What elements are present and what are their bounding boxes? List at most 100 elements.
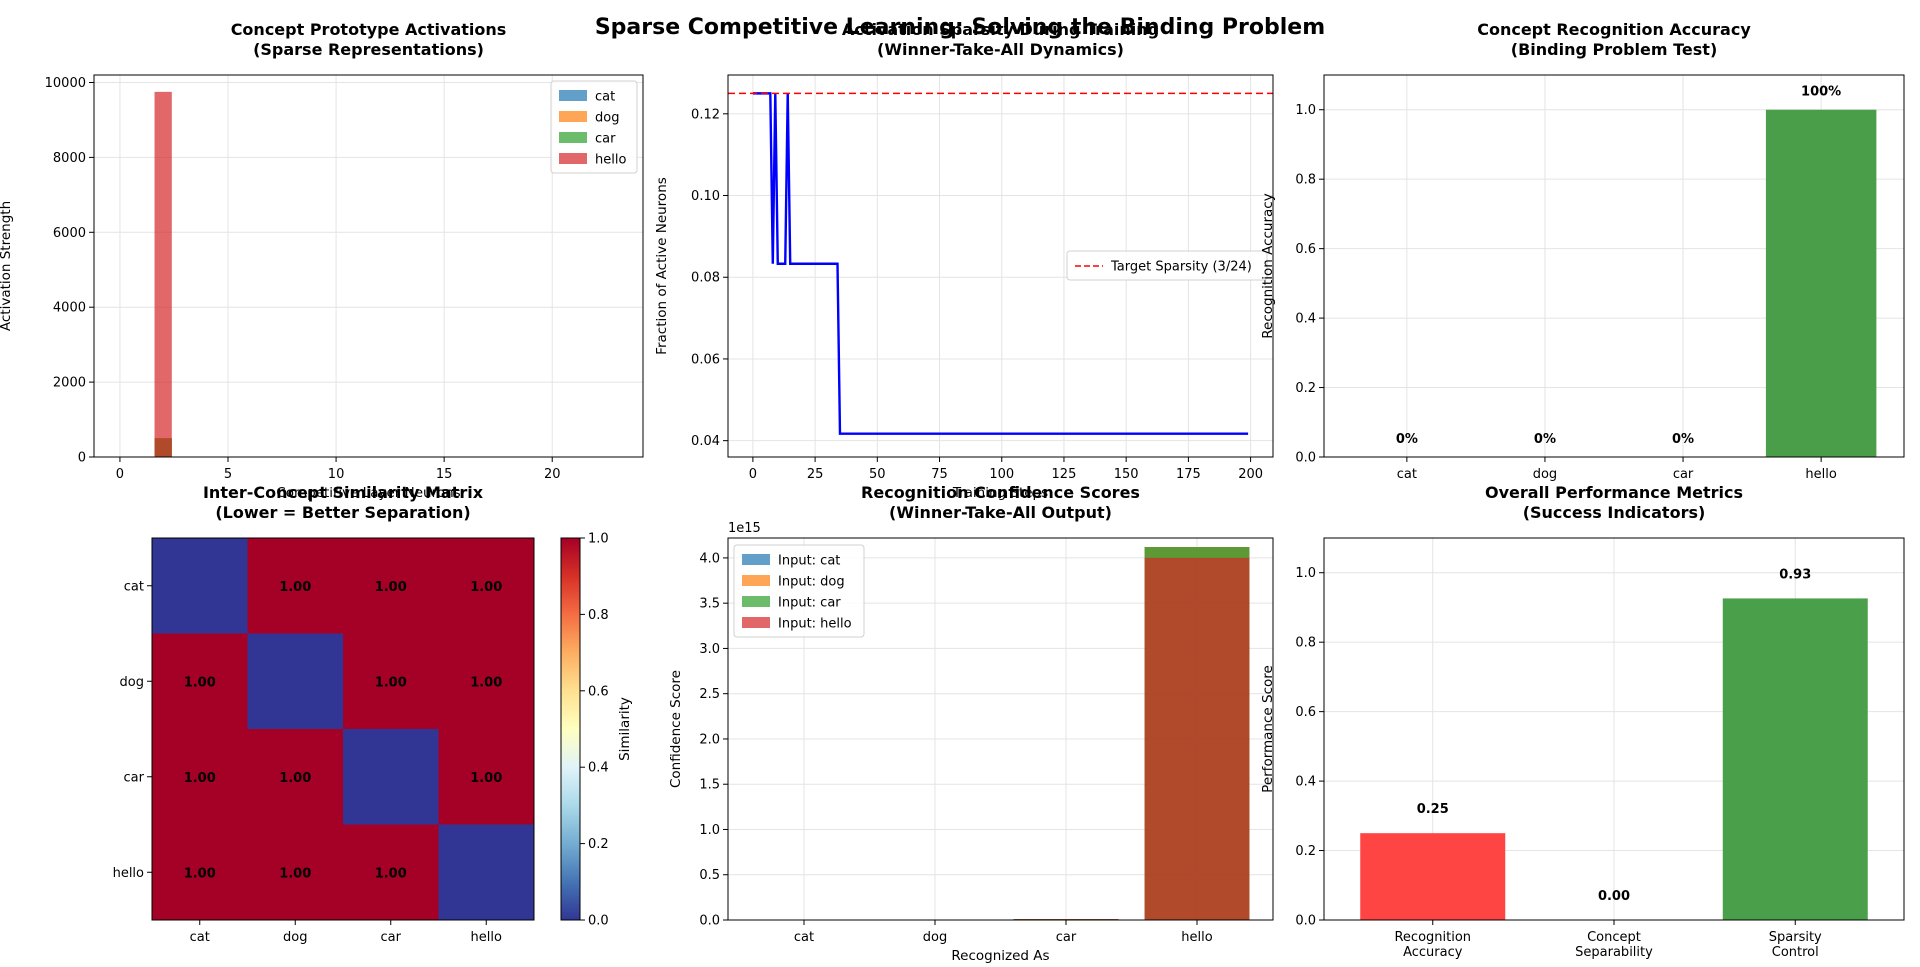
bar-input--hello — [1144, 557, 1250, 920]
data-label: 0% — [1534, 432, 1556, 447]
x-tick-label: cat — [190, 930, 210, 945]
cell-label: 1.00 — [375, 866, 407, 881]
chart-title: Concept Prototype Activations — [231, 20, 507, 39]
legend-swatch — [559, 132, 587, 143]
data-label: 0% — [1396, 432, 1418, 447]
legend-label: Input: dog — [778, 575, 845, 590]
cell-label: 1.00 — [375, 580, 407, 595]
cell-label: 1.00 — [470, 771, 502, 786]
y-tick-label: car — [124, 770, 145, 785]
y-tick-label: 0 — [78, 451, 86, 466]
x-tick-label: 150 — [1114, 467, 1139, 482]
chart-confidence-scores: Recognition Confidence Scores(Winner-Tak… — [668, 483, 1274, 964]
y-tick-label: 0.6 — [1295, 705, 1316, 720]
chart-title: Concept Recognition Accuracy — [1477, 20, 1751, 39]
y-tick-label: 4.0 — [699, 551, 720, 566]
y-tick-label: 0.04 — [691, 434, 720, 449]
heatmap-cell — [152, 824, 248, 920]
y-axis-label: Performance Score — [1260, 665, 1276, 793]
heatmap-cell — [152, 633, 248, 729]
colorbar-tick-label: 0.8 — [588, 608, 609, 623]
legend-box — [733, 544, 865, 638]
x-tick-label: Concept — [1587, 930, 1641, 945]
legend-box — [1066, 250, 1268, 281]
y-tick-label: 0.0 — [699, 914, 720, 929]
axes-frame — [1323, 74, 1905, 458]
chart-title: Inter-Concept Similarity Matrix — [203, 483, 484, 502]
x-tick-label: dog — [923, 930, 947, 945]
colorbar-tick-label: 0.0 — [588, 914, 609, 929]
heatmap-cell — [343, 824, 439, 920]
heatmap-cell — [247, 824, 343, 920]
y-tick-label: 0.5 — [699, 868, 720, 883]
chart-similarity-matrix: Inter-Concept Similarity Matrix(Lower = … — [113, 483, 633, 945]
heatmap-cell — [152, 538, 248, 634]
data-label: 0.00 — [1598, 889, 1630, 904]
heatmap-cell — [152, 729, 248, 825]
heatmap-cell — [438, 538, 534, 634]
legend-label: car — [595, 132, 616, 147]
heatmap-cell — [247, 633, 343, 729]
y-tick-label: 1.0 — [699, 823, 720, 838]
chart-title: (Sparse Representations) — [253, 40, 484, 59]
axes-frame — [727, 537, 1274, 921]
colorbar — [560, 537, 581, 921]
y-tick-label: 0.4 — [1295, 312, 1316, 327]
y-tick-label: 2000 — [53, 376, 86, 391]
y-tick-label: 0.06 — [691, 352, 720, 367]
legend-label: Target Sparsity (3/24) — [1110, 260, 1252, 275]
y-tick-label: 3.0 — [699, 642, 720, 657]
heatmap-cell — [438, 633, 534, 729]
y-tick-label: 2.0 — [699, 732, 720, 747]
y-tick-label: 8000 — [53, 151, 86, 166]
y-tick-label: 0.8 — [1295, 636, 1316, 651]
heatmap-cell — [343, 633, 439, 729]
y-tick-label: 2.5 — [699, 687, 720, 702]
x-tick-label: Control — [1772, 945, 1819, 960]
chart-title: (Success Indicators) — [1523, 503, 1706, 522]
legend-swatch — [742, 596, 770, 607]
chart-title: (Lower = Better Separation) — [215, 503, 470, 522]
y-tick-label: 0.2 — [1295, 844, 1316, 859]
x-axis-label: Recognized As — [951, 948, 1049, 964]
legend-swatch — [742, 575, 770, 586]
charts-area: Concept Prototype Activations(Sparse Rep… — [0, 20, 1905, 964]
bar-metric — [1722, 598, 1868, 920]
x-tick-label: car — [1673, 467, 1694, 482]
y-tick-label: 0.2 — [1295, 381, 1316, 396]
legend-box — [550, 80, 638, 174]
y-tick-label: 6000 — [53, 226, 86, 241]
chart-title: Recognition Confidence Scores — [861, 483, 1140, 502]
chart-title: Activation Sparsity During Training — [842, 20, 1159, 39]
x-tick-label: car — [381, 930, 402, 945]
x-tick-label: Accuracy — [1403, 945, 1463, 960]
y-tick-label: hello — [113, 866, 144, 881]
legend-swatch — [559, 111, 587, 122]
legend-label: Input: car — [778, 596, 841, 611]
x-tick-label: hello — [471, 930, 502, 945]
x-tick-label: 25 — [807, 467, 824, 482]
data-label: 0.93 — [1779, 567, 1811, 582]
legend-label: hello — [595, 153, 626, 168]
colorbar-tick-label: 0.2 — [588, 837, 609, 852]
y-tick-label: 0.08 — [691, 271, 720, 286]
y-tick-label: 0.6 — [1295, 242, 1316, 257]
legend-label: cat — [595, 90, 615, 105]
cell-label: 1.00 — [279, 866, 311, 881]
y-offset-label: 1e15 — [728, 521, 761, 536]
axes-frame — [727, 74, 1274, 458]
x-tick-label: dog — [283, 930, 307, 945]
y-tick-label: 1.5 — [699, 778, 720, 793]
chart-title: Overall Performance Metrics — [1485, 483, 1743, 502]
legend-label: dog — [595, 111, 619, 126]
chart-prototype-activations: Concept Prototype Activations(Sparse Rep… — [0, 20, 644, 501]
y-tick-label: 10000 — [45, 76, 86, 91]
chart-title: (Binding Problem Test) — [1511, 40, 1718, 59]
chart-title: (Winner-Take-All Dynamics) — [877, 40, 1124, 59]
axes-frame — [93, 74, 644, 458]
y-tick-label: 4000 — [53, 301, 86, 316]
x-tick-label: 0 — [116, 467, 124, 482]
colorbar-tick-label: 0.6 — [588, 684, 609, 699]
y-tick-label: 0.4 — [1295, 775, 1316, 790]
